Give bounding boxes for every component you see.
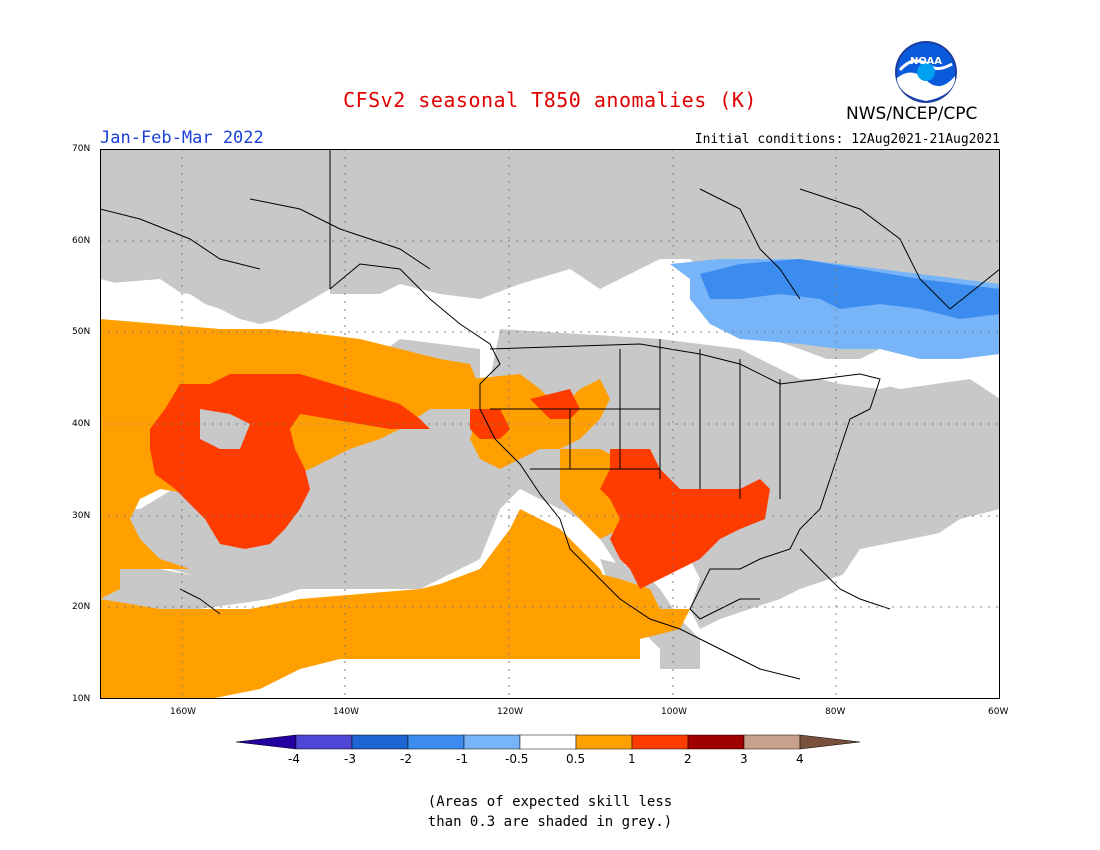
- warm-anomaly-1-2: [150, 374, 770, 589]
- colorbar-tick-label: 3: [740, 752, 748, 766]
- colorbar-bin: [631, 734, 689, 750]
- agency-label: NWS/NCEP/CPC: [846, 104, 978, 124]
- colorbar-tick-label: -4: [288, 752, 300, 766]
- colorbar-tick-label: 1: [628, 752, 636, 766]
- colorbar-bin: [519, 734, 577, 750]
- lat-label: 40N: [72, 419, 91, 429]
- colorbar-tick-label: -1: [456, 752, 468, 766]
- forecast-period: Jan-Feb-Mar 2022: [100, 128, 264, 148]
- colorbar-bin: [407, 734, 465, 750]
- colorbar-arrow-low: [236, 734, 297, 750]
- colorbar-bin: [575, 734, 633, 750]
- colorbar-tick-label: 0.5: [566, 752, 586, 766]
- colorbar-bin: [463, 734, 521, 750]
- lat-label: 30N: [72, 511, 91, 521]
- lon-label: 160W: [170, 707, 197, 717]
- colorbar-tick-label: -0.5: [505, 752, 529, 766]
- lon-label: 100W: [661, 707, 688, 717]
- anomaly-map: [100, 149, 1000, 699]
- lat-label: 50N: [72, 327, 91, 337]
- lon-label: 120W: [497, 707, 524, 717]
- lat-label: 60N: [72, 236, 91, 246]
- colorbar-bin: [687, 734, 745, 750]
- colorbar-tick-label: -2: [400, 752, 412, 766]
- lat-label: 70N: [72, 144, 91, 154]
- colorbar-tick-label: -3: [344, 752, 356, 766]
- lat-label: 20N: [72, 602, 91, 612]
- lon-label: 140W: [333, 707, 360, 717]
- colorbar-bin: [743, 734, 801, 750]
- skill-note-line1: (Areas of expected skill less: [427, 794, 673, 810]
- skill-note: (Areas of expected skill less than 0.3 a…: [0, 792, 1100, 832]
- lon-label: 60W: [988, 707, 1009, 717]
- cool-anomaly-1-2: [700, 259, 1000, 319]
- colorbar-tick-label: 4: [796, 752, 804, 766]
- colorbar-bin: [295, 734, 353, 750]
- colorbar: [236, 734, 861, 750]
- graticule: [100, 149, 1000, 699]
- chart-title: CFSv2 seasonal T850 anomalies (K): [343, 88, 757, 112]
- noaa-logo-icon: NOAA: [895, 41, 957, 103]
- logo-text: NOAA: [910, 56, 942, 67]
- colorbar-bin: [351, 734, 409, 750]
- initial-conditions: Initial conditions: 12Aug2021-21Aug2021: [694, 132, 1000, 147]
- cool-anomaly-areas: [670, 259, 1000, 359]
- coastlines: [100, 149, 1000, 680]
- lat-label: 10N: [72, 694, 91, 704]
- lon-label: 80W: [825, 707, 846, 717]
- skill-note-line2: than 0.3 are shaded in grey.): [427, 814, 673, 830]
- colorbar-tick-label: 2: [684, 752, 692, 766]
- colorbar-arrow-high: [799, 734, 861, 750]
